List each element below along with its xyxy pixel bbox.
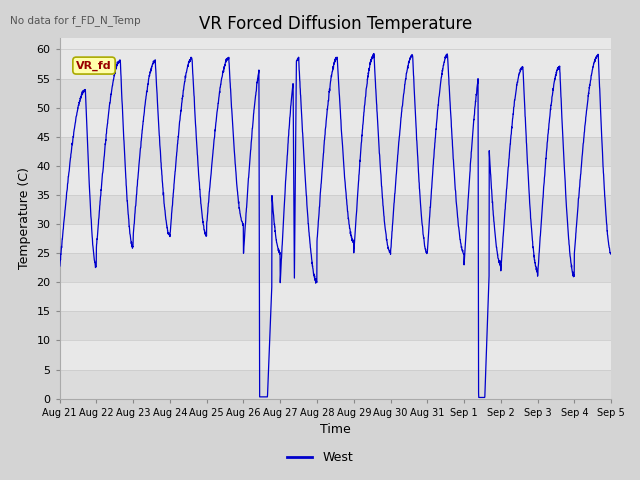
Bar: [60, 137, 611, 166]
Bar: [60, 195, 611, 224]
Bar: [60, 312, 611, 340]
Bar: [60, 370, 611, 398]
Bar: [60, 340, 611, 370]
Legend: West: West: [282, 446, 358, 469]
Y-axis label: Temperature (C): Temperature (C): [18, 167, 31, 269]
X-axis label: Time: Time: [320, 423, 351, 436]
Title: VR Forced Diffusion Temperature: VR Forced Diffusion Temperature: [199, 15, 472, 34]
Text: No data for f_FD_N_Temp: No data for f_FD_N_Temp: [10, 15, 141, 26]
Text: VR_fd: VR_fd: [76, 60, 112, 71]
Bar: [60, 224, 611, 253]
Bar: [60, 253, 611, 282]
Bar: [60, 108, 611, 137]
Bar: [60, 49, 611, 79]
Bar: [60, 79, 611, 108]
Bar: [60, 166, 611, 195]
Bar: [60, 282, 611, 312]
